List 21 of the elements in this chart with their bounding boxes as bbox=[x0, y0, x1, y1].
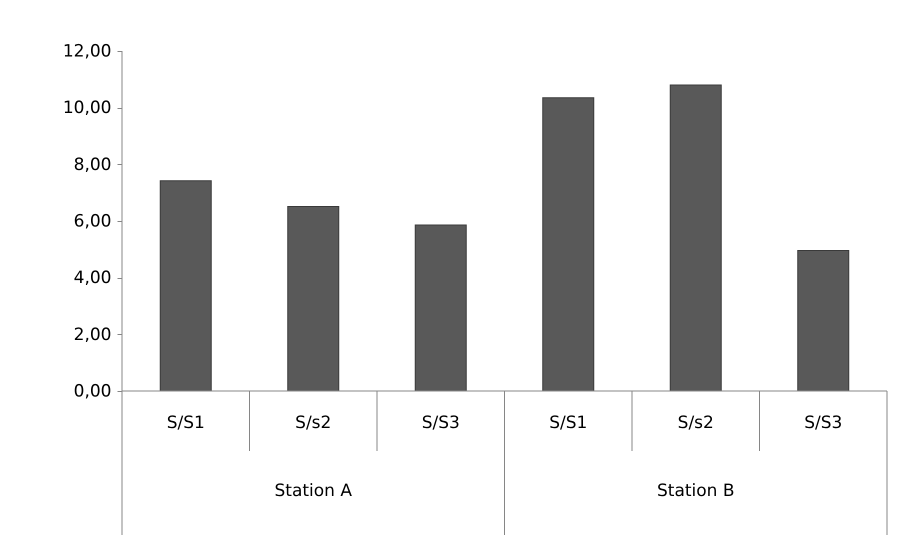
text: Station A bbox=[274, 481, 352, 501]
x-tick-label: S/S3 bbox=[804, 413, 842, 433]
x-tick-label: S/S3 bbox=[422, 413, 460, 433]
bar bbox=[797, 250, 850, 392]
bar bbox=[287, 206, 340, 392]
x-tick-label: S/S1 bbox=[166, 413, 205, 433]
bar bbox=[160, 180, 212, 392]
y-tick-label: 12,00 bbox=[62, 42, 112, 62]
text: Station B bbox=[656, 481, 735, 501]
y-tick-label: 6,00 bbox=[74, 212, 112, 232]
y-tick-label: 8,00 bbox=[74, 154, 112, 175]
x-tick-label: S/S1 bbox=[549, 413, 588, 433]
bar bbox=[414, 224, 467, 392]
x-tick-label: S/s2 bbox=[295, 413, 332, 433]
y-tick-label: 10,00 bbox=[62, 98, 112, 118]
y-tick-label: 0,00 bbox=[74, 382, 112, 402]
y-tick-label: 2,00 bbox=[74, 324, 112, 345]
x-tick-label: S/s2 bbox=[678, 413, 714, 433]
bar bbox=[542, 97, 594, 392]
bar bbox=[670, 84, 722, 392]
y-tick-label: 4,00 bbox=[74, 268, 112, 288]
